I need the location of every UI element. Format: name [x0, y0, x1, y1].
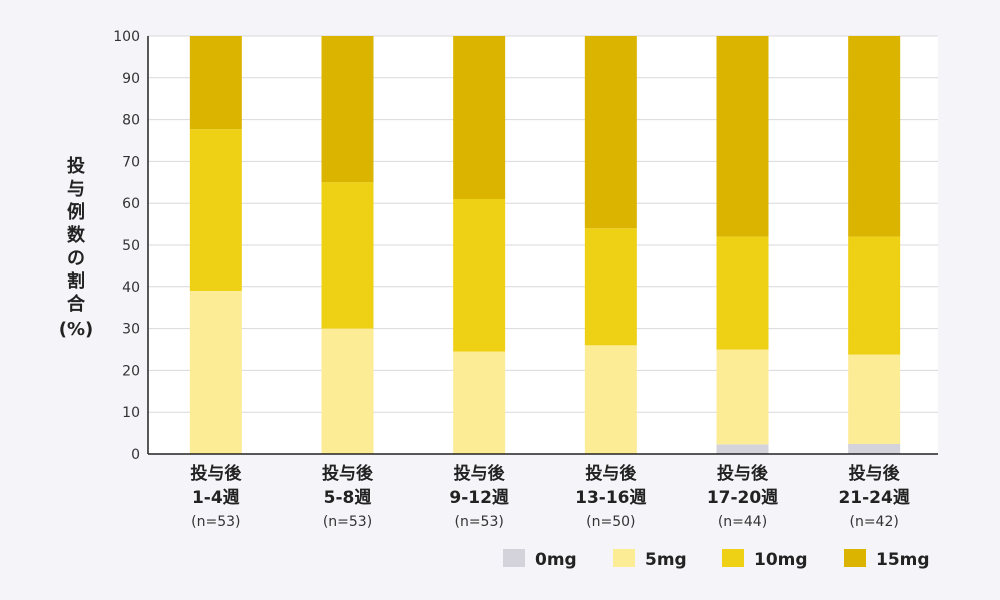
y-axis-label-char: 例	[67, 201, 85, 223]
x-category-label-line1: 投与後	[454, 463, 506, 484]
bar-segment-5mg	[716, 349, 769, 445]
y-axis-label-char: 与	[67, 179, 85, 200]
y-tick-label: 0	[131, 447, 140, 463]
x-category-n: (n=53)	[323, 514, 372, 530]
x-category-label-line1: 投与後	[322, 463, 374, 484]
bar-segment-0mg	[848, 443, 901, 454]
bar-segment-15mg	[453, 36, 506, 200]
bar-segment-10mg	[453, 199, 506, 352]
legend-swatch-0mg	[503, 549, 525, 567]
bar-segment-5mg	[848, 354, 901, 444]
y-tick-label: 60	[122, 196, 140, 212]
legend-label-10mg: 10mg	[754, 550, 808, 570]
gridlines	[148, 35, 938, 413]
x-category-label-line1: 投与後	[190, 463, 242, 484]
bar-segment-10mg	[189, 129, 242, 291]
legend-swatch-15mg	[844, 549, 866, 567]
bar-segment-10mg	[321, 182, 374, 329]
legend: 0mg 5mg 10mg 15mg	[503, 549, 930, 570]
legend-swatch-10mg	[722, 549, 744, 567]
bars	[189, 36, 901, 454]
y-tick-label: 10	[122, 405, 140, 421]
legend-label-15mg: 15mg	[876, 550, 930, 570]
y-tick-label: 30	[122, 322, 140, 338]
x-category-n: (n=42)	[849, 514, 898, 530]
y-tick-labels: 0 10 20 30 40 50 60 70 80 90 100	[113, 29, 140, 463]
bar-segment-15mg	[716, 36, 769, 237]
y-axis-label-char: 投	[67, 155, 85, 177]
y-axis-label-char: 割	[67, 270, 85, 292]
bar-segment-5mg	[189, 290, 242, 454]
y-axis-label-char: 数	[67, 224, 86, 246]
bar-segment-0mg	[716, 444, 769, 454]
legend-label-5mg: 5mg	[645, 550, 687, 570]
bar-segment-5mg	[453, 351, 506, 454]
x-category-label-line2: 5-8週	[324, 488, 372, 508]
y-tick-label: 80	[122, 113, 140, 129]
bar-segment-15mg	[321, 36, 374, 183]
x-category-label-line1: 投与後	[849, 463, 901, 484]
x-category-label-line2: 1-4週	[192, 488, 240, 508]
legend-label-0mg: 0mg	[535, 550, 577, 570]
y-tick-label: 20	[122, 363, 140, 379]
y-tick-label: 50	[122, 238, 140, 254]
x-category-label-line1: 投与後	[585, 463, 637, 484]
y-tick-label: 40	[122, 280, 140, 296]
bar-segment-15mg	[189, 36, 242, 130]
x-category-n: (n=50)	[586, 514, 635, 530]
bar-segment-10mg	[848, 236, 901, 355]
x-category-label-line2: 13-16週	[575, 488, 646, 508]
x-category-n: (n=53)	[454, 514, 503, 530]
y-tick-label: 70	[122, 154, 140, 170]
y-tick-label: 90	[122, 71, 140, 87]
legend-swatch-5mg	[613, 549, 635, 567]
x-category-labels: 投与後 1-4週 (n=53) 投与後 5-8週 (n=53) 投与後 9-12週 (n=53)…	[190, 463, 910, 530]
x-category-label-line2: 21-24週	[838, 488, 909, 508]
bar-segment-5mg	[584, 345, 637, 454]
x-category-label-line1: 投与後	[717, 463, 769, 484]
x-category-label-line2: 17-20週	[707, 488, 778, 508]
y-axis-label-unit: (%)	[59, 319, 94, 340]
y-axis-label-char: の	[67, 248, 85, 269]
x-category-label-line2: 9-12週	[449, 488, 509, 508]
x-category-n: (n=44)	[718, 514, 767, 530]
bar-segment-10mg	[716, 236, 769, 350]
bar-segment-15mg	[584, 36, 637, 229]
axes	[147, 36, 938, 455]
y-tick-label: 100	[113, 29, 140, 45]
x-category-n: (n=53)	[191, 514, 240, 530]
bar-segment-10mg	[584, 228, 637, 346]
y-axis-label-char: 合	[67, 293, 86, 315]
bar-segment-15mg	[848, 36, 901, 237]
bar-segment-5mg	[321, 328, 374, 454]
